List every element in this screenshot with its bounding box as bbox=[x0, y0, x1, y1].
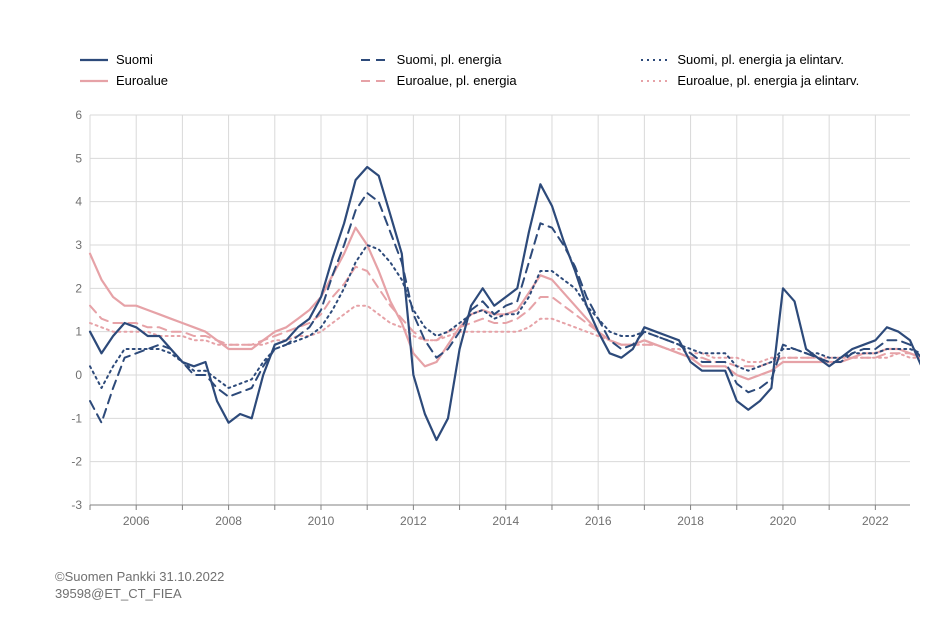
svg-text:2022: 2022 bbox=[862, 514, 889, 528]
legend-label: Suomi, pl. energia ja elintarv. bbox=[677, 52, 844, 67]
svg-text:-3: -3 bbox=[71, 498, 82, 512]
legend-label: Suomi bbox=[116, 52, 153, 67]
legend-swatch bbox=[80, 74, 108, 88]
svg-text:6: 6 bbox=[75, 110, 82, 122]
legend-label: Suomi, pl. energia bbox=[397, 52, 502, 67]
legend-label: Euroalue bbox=[116, 73, 168, 88]
svg-text:-2: -2 bbox=[71, 455, 82, 469]
line-chart: -3 -2 -1 0 1 2 3 4 5 6 2006 2008 2010 2012 2014 2016 201… bbox=[50, 110, 920, 540]
svg-text:3: 3 bbox=[75, 238, 82, 252]
legend-item-fi-ex-energy: Suomi, pl. energia bbox=[361, 52, 632, 67]
legend-swatch bbox=[641, 53, 669, 67]
series-fi-total bbox=[90, 167, 920, 440]
svg-text:2016: 2016 bbox=[585, 514, 612, 528]
legend-label: Euroalue, pl. energia bbox=[397, 73, 517, 88]
legend-swatch bbox=[361, 53, 389, 67]
svg-text:-1: -1 bbox=[71, 411, 82, 425]
svg-text:4: 4 bbox=[75, 195, 82, 209]
svg-text:2020: 2020 bbox=[770, 514, 797, 528]
legend-swatch bbox=[80, 53, 108, 67]
svg-text:2014: 2014 bbox=[492, 514, 519, 528]
svg-text:5: 5 bbox=[75, 151, 82, 165]
chart-id-line: 39598@ET_CT_FIEA bbox=[55, 585, 224, 603]
svg-text:0: 0 bbox=[75, 368, 82, 382]
legend-item-fi-total: Suomi bbox=[80, 52, 351, 67]
legend-item-ea-ex-energy: Euroalue, pl. energia bbox=[361, 73, 632, 88]
legend-item-ea-total: Euroalue bbox=[80, 73, 351, 88]
legend-item-ea-ex-ef: Euroalue, pl. energia ja elintarv. bbox=[641, 73, 912, 88]
legend-swatch bbox=[361, 74, 389, 88]
footer: ©Suomen Pankki 31.10.2022 39598@ET_CT_FI… bbox=[55, 568, 224, 603]
copyright-line: ©Suomen Pankki 31.10.2022 bbox=[55, 568, 224, 586]
series-ea-ex-energy bbox=[90, 267, 920, 367]
svg-text:2012: 2012 bbox=[400, 514, 427, 528]
svg-text:1: 1 bbox=[75, 325, 82, 339]
svg-text:2008: 2008 bbox=[215, 514, 242, 528]
svg-text:2: 2 bbox=[75, 281, 82, 295]
legend: Suomi Suomi, pl. energia Suomi, pl. energi… bbox=[80, 52, 912, 88]
legend-label: Euroalue, pl. energia ja elintarv. bbox=[677, 73, 859, 88]
svg-text:2018: 2018 bbox=[677, 514, 704, 528]
svg-text:2006: 2006 bbox=[123, 514, 150, 528]
legend-swatch bbox=[641, 74, 669, 88]
series-fi-ex-ef bbox=[90, 245, 920, 388]
chart-container: Suomi Suomi, pl. energia Suomi, pl. energi… bbox=[0, 0, 952, 623]
legend-item-fi-ex-ef: Suomi, pl. energia ja elintarv. bbox=[641, 52, 912, 67]
svg-text:2010: 2010 bbox=[308, 514, 335, 528]
